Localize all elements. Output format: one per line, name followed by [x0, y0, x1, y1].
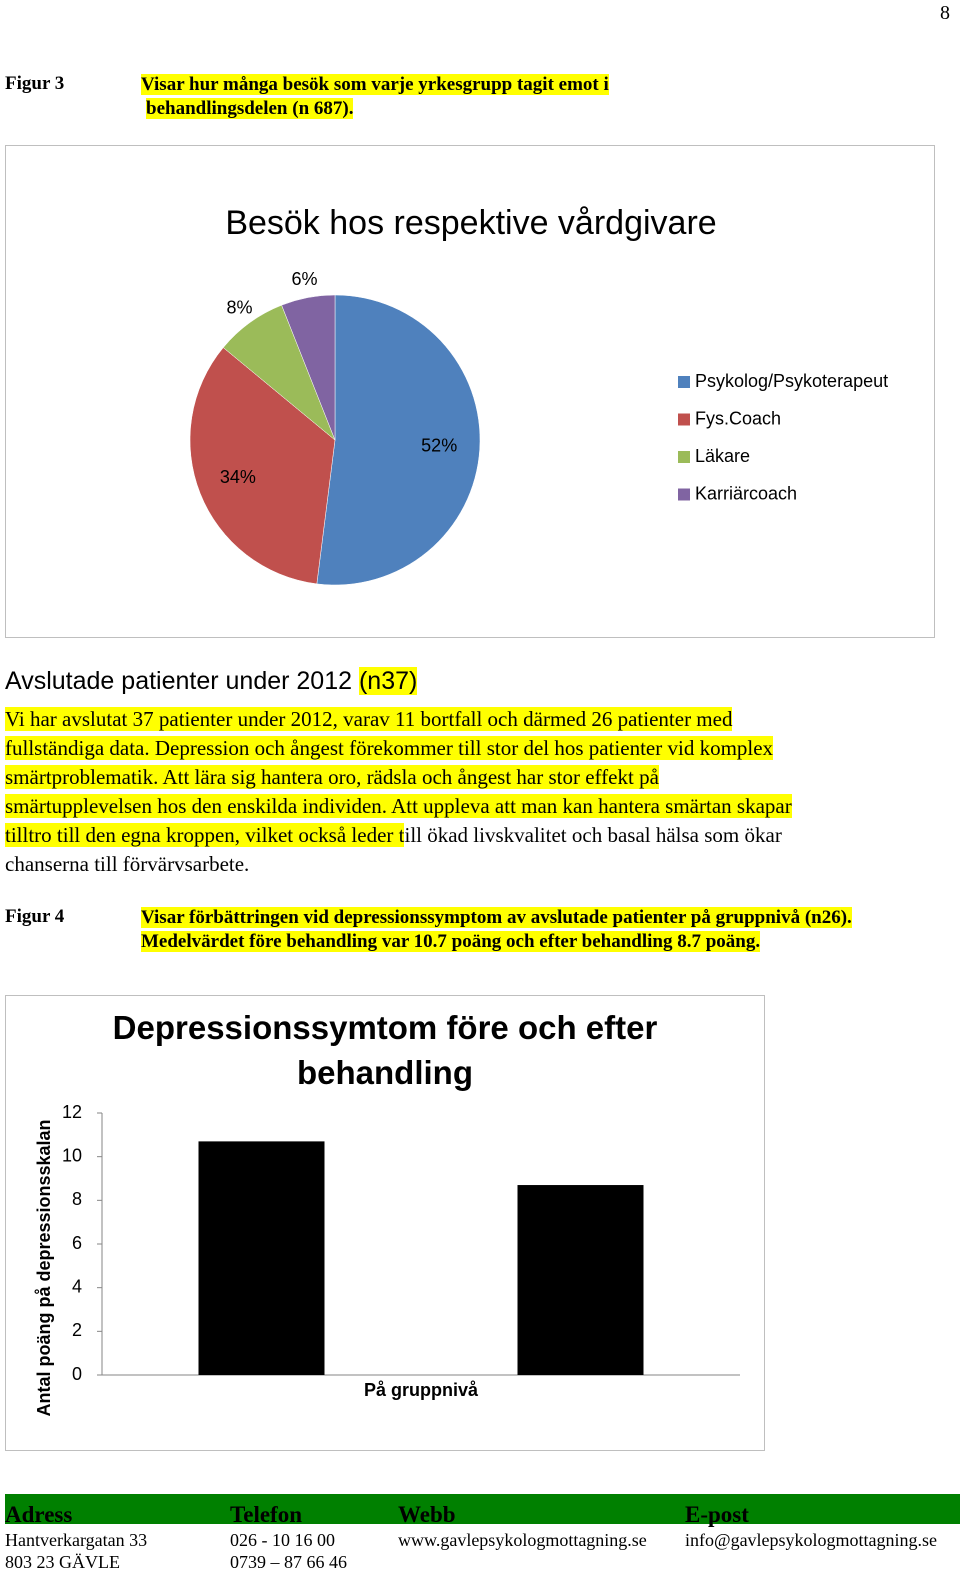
- legend-swatch: [678, 413, 690, 426]
- caption-line: Visar hur många besök som varje yrkesgru…: [141, 74, 609, 95]
- text-segment: ill ökad livskvalitet och basal hälsa so…: [404, 823, 782, 847]
- paragraph-line: tilltro till den egna kroppen, vilket oc…: [5, 821, 792, 850]
- pie-slice: [316, 294, 481, 586]
- y-tick-label: 0: [72, 1364, 82, 1384]
- y-tick-label: 4: [72, 1276, 82, 1296]
- text-segment: smärtupplevelsen hos den enskilda indivi…: [5, 794, 792, 818]
- y-tick-label: 2: [72, 1320, 82, 1340]
- figure-label: Figur 4: [5, 906, 65, 927]
- legend-swatch: [678, 376, 690, 388]
- footer-heading: Adress: [5, 1502, 73, 1527]
- paragraph-line: smärtupplevelsen hos den enskilda indivi…: [5, 792, 792, 821]
- paragraph-line: smärtproblematik. Att lära sig hantera o…: [5, 763, 792, 792]
- data-label: 52%: [421, 435, 457, 455]
- y-tick-label: 12: [62, 1102, 82, 1122]
- y-tick-label: 10: [62, 1145, 82, 1165]
- footer-bar: [5, 1494, 960, 1524]
- figure-label: Figur 3: [5, 73, 65, 94]
- section-heading: Avslutade patienter under 2012 (n37): [5, 667, 418, 696]
- paragraph: Vi har avslutat 37 patienter under 2012,…: [5, 705, 792, 879]
- y-axis-label: Antal poäng på depressionsskalan: [34, 1119, 54, 1416]
- text-segment: Vi har avslutat 37 patienter under 2012,…: [5, 707, 733, 731]
- paragraph-line: Vi har avslutat 37 patienter under 2012,…: [5, 705, 792, 734]
- legend-swatch: [678, 451, 690, 463]
- text-segment: smärtproblematik. Att lära sig hantera o…: [5, 765, 659, 789]
- data-label: 8%: [227, 297, 253, 317]
- footer-text: 803 23 GÄVLE: [5, 1552, 120, 1572]
- x-axis-label: På gruppnivå: [364, 1380, 479, 1400]
- legend-label: Psykolog/Psykoterapeut: [695, 371, 888, 391]
- figure-caption: Visar förbättringen vid depressionssympt…: [141, 906, 852, 954]
- paragraph-line: fullständiga data. Depression och ångest…: [5, 734, 792, 763]
- footer-text: www.gavlepsykologmottagning.se: [398, 1530, 647, 1550]
- footer-heading: Telefon: [230, 1502, 302, 1527]
- footer-text: info@gavlepsykologmottagning.se: [685, 1530, 938, 1550]
- pie-slice: [281, 294, 336, 441]
- paragraph-line: chanserna till förvärvsarbete.: [5, 850, 792, 879]
- legend-label: Läkare: [695, 446, 750, 466]
- text-segment: fullständiga data. Depression och ångest…: [5, 736, 774, 760]
- text-segment: chanserna till förvärvsarbete.: [5, 852, 250, 876]
- chart-title: Besök hos respektive vårdgivare: [225, 204, 716, 242]
- legend-swatch: [678, 488, 690, 501]
- data-label: 6%: [292, 269, 318, 289]
- pie-slice: [189, 347, 336, 585]
- footer-text: Hantverkargatan 33: [5, 1530, 148, 1550]
- footer-text: 026 - 10 16 00: [230, 1530, 335, 1550]
- figure-caption: Visar hur många besök som varje yrkesgru…: [141, 73, 609, 121]
- chart-title: Depressionssymtom före och efter behandl…: [112, 1009, 658, 1091]
- page-number: 8: [940, 2, 950, 24]
- y-tick-label: 6: [72, 1233, 82, 1253]
- bar: [517, 1185, 644, 1375]
- legend-label: Karriärcoach: [695, 483, 797, 503]
- caption-line: behandlingsdelen (n 687).: [146, 98, 354, 119]
- y-tick-label: 8: [72, 1189, 82, 1209]
- legend-label: Fys.Coach: [695, 408, 781, 428]
- data-label: 34%: [220, 467, 256, 487]
- footer-text: 0739 – 87 66 46: [230, 1552, 347, 1572]
- footer-heading: Webb: [398, 1502, 456, 1527]
- pie-chart: Besök hos respektive vårdgivare 52% 34% 8%…: [5, 145, 935, 638]
- bar-chart: 0 2 4 6 8 10 12 På gruppnivå Antal poäng på depr…: [5, 995, 765, 1451]
- heading-highlight: (n37): [358, 667, 418, 695]
- caption-line: Medelvärdet före behandling var 10.7 poä…: [141, 931, 761, 952]
- text-segment: tilltro till den egna kroppen, vilket oc…: [5, 823, 405, 847]
- heading-text: Avslutade patienter under 2012: [5, 667, 359, 695]
- caption-line: Visar förbättringen vid depressionssympt…: [141, 907, 852, 928]
- bar: [198, 1141, 325, 1375]
- footer-heading: E-post: [685, 1502, 749, 1527]
